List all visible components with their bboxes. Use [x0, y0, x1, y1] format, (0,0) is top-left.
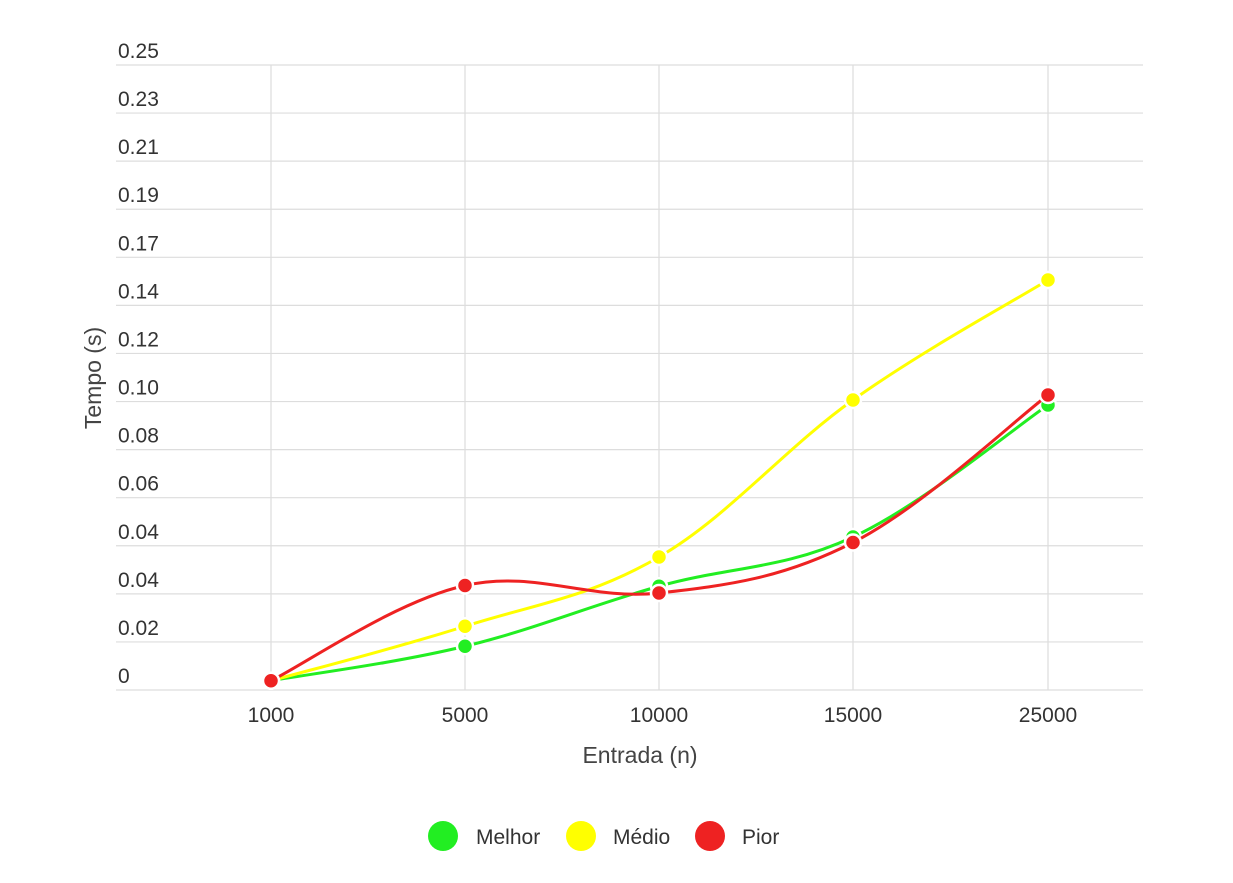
data-point-medio	[1038, 270, 1058, 290]
legend-label: Pior	[742, 826, 779, 849]
legend-label: Melhor	[476, 826, 540, 849]
legend-swatch	[695, 821, 725, 851]
y-axis-ticks: 0 0.02 0.04 0.04 0.06 0.08 0.10 0.12 0.14 0.17 0.1…	[118, 40, 159, 688]
y-tick-label: 0.10	[118, 377, 159, 400]
y-tick-label: 0.21	[118, 136, 159, 159]
legend-swatch	[566, 821, 596, 851]
x-axis-title: Entrada (n)	[582, 742, 697, 768]
x-axis-ticks: 1000 5000 10000 15000 25000	[248, 704, 1078, 727]
data-point-pior	[1038, 385, 1058, 405]
y-tick-label: 0.12	[118, 328, 159, 351]
x-tick-label: 10000	[630, 704, 688, 727]
series	[261, 270, 1058, 690]
y-tick-label: 0.25	[118, 40, 159, 63]
data-point-pior	[455, 576, 475, 595]
legend-item-medio[interactable]: Médio	[566, 821, 670, 851]
y-tick-label: 0.23	[118, 88, 159, 111]
grid	[116, 64, 1143, 691]
x-tick-label: 15000	[824, 704, 882, 727]
y-tick-label: 0	[118, 665, 130, 688]
legend: Melhor Médio Pior	[428, 821, 779, 851]
y-tick-label: 0.14	[118, 280, 159, 303]
y-tick-label: 0.19	[118, 184, 159, 207]
data-point-pior	[649, 583, 669, 603]
y-tick-label: 0.04	[118, 521, 159, 544]
y-axis-title: Tempo (s)	[80, 327, 106, 429]
data-point-medio	[455, 617, 475, 636]
y-tick-label: 0.17	[118, 232, 159, 255]
y-tick-label: 0.02	[118, 617, 159, 640]
y-tick-label: 0.08	[118, 425, 159, 448]
data-point-medio	[649, 547, 669, 567]
series-pior	[261, 385, 1058, 690]
legend-item-pior[interactable]: Pior	[695, 821, 779, 851]
y-tick-label: 0.04	[118, 569, 159, 592]
legend-item-melhor[interactable]: Melhor	[428, 821, 540, 851]
data-point-pior	[261, 671, 281, 690]
x-tick-label: 25000	[1019, 704, 1077, 727]
y-tick-label: 0.06	[118, 473, 159, 496]
x-tick-label: 5000	[442, 704, 489, 727]
x-tick-label: 1000	[248, 704, 295, 727]
data-point-melhor	[455, 637, 475, 656]
data-point-pior	[843, 533, 863, 552]
legend-label: Médio	[613, 826, 670, 849]
legend-swatch	[428, 821, 458, 851]
data-point-medio	[843, 390, 863, 410]
